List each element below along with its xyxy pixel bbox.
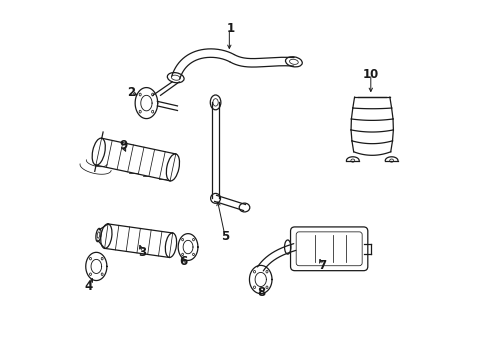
Text: 1: 1 [226, 22, 234, 35]
Text: 4: 4 [84, 280, 93, 293]
Text: 7: 7 [317, 259, 325, 272]
Text: 5: 5 [221, 230, 229, 243]
Text: 10: 10 [362, 68, 378, 81]
Text: 9: 9 [120, 139, 128, 152]
Text: 6: 6 [179, 255, 187, 268]
Text: 2: 2 [126, 86, 135, 99]
Text: 8: 8 [257, 286, 265, 299]
Text: 3: 3 [138, 246, 146, 259]
